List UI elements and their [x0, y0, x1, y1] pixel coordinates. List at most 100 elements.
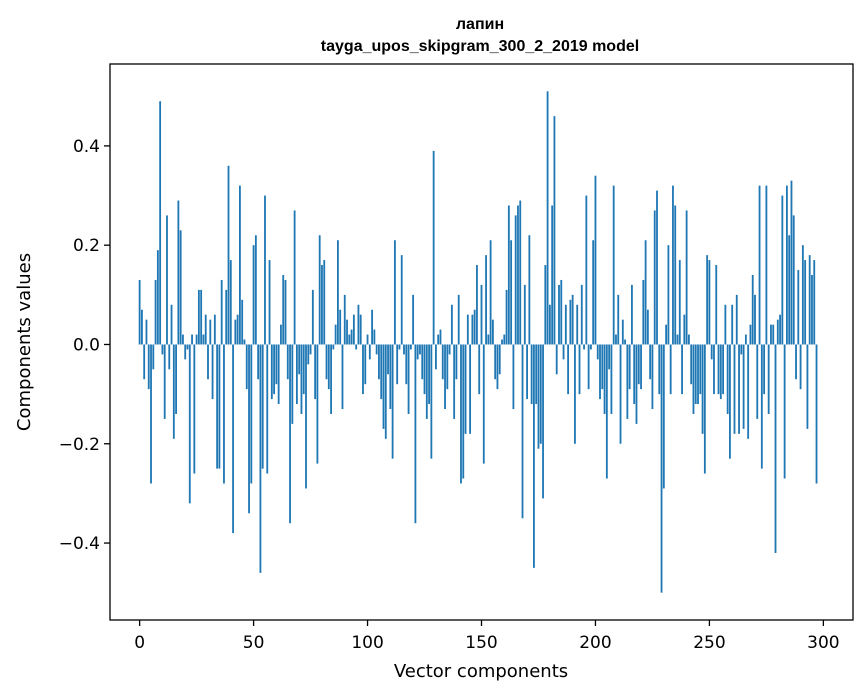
- bar-206: [608, 344, 611, 370]
- bar-32: [211, 344, 214, 400]
- bar-183: [555, 344, 558, 375]
- bar-215: [628, 344, 631, 390]
- bar-231: [665, 324, 668, 345]
- bar-285: [788, 235, 791, 345]
- bar-88: [339, 309, 342, 345]
- bar-73: [305, 344, 307, 489]
- bar-116: [403, 344, 405, 355]
- bar-25: [195, 334, 198, 345]
- bar-274: [763, 344, 766, 395]
- bar-70: [298, 344, 301, 375]
- bar-series: [138, 91, 818, 593]
- bar-204: [603, 344, 606, 414]
- bar-152: [485, 255, 487, 345]
- bar-243: [692, 344, 695, 414]
- bar-17: [177, 200, 180, 345]
- bar-128: [430, 344, 433, 459]
- bar-235: [674, 205, 677, 345]
- bar-64: [284, 279, 287, 345]
- bar-229: [660, 344, 663, 593]
- bar-211: [619, 344, 622, 444]
- bar-101: [368, 344, 371, 360]
- bar-98: [362, 344, 364, 395]
- bar-5: [150, 344, 152, 484]
- bar-72: [302, 344, 305, 395]
- x-tick-label: 50: [243, 633, 265, 653]
- bar-294: [808, 255, 811, 345]
- bar-74: [307, 344, 310, 365]
- bar-54: [261, 344, 264, 469]
- bar-137: [450, 304, 453, 345]
- bar-271: [756, 344, 759, 419]
- bar-208: [612, 185, 615, 345]
- bar-34: [216, 344, 219, 469]
- bar-236: [676, 334, 679, 345]
- bar-239: [683, 314, 686, 345]
- bar-37: [223, 344, 225, 484]
- bar-35: [218, 344, 221, 469]
- bar-143: [464, 344, 467, 434]
- bar-6: [152, 344, 155, 370]
- bar-207: [610, 344, 613, 414]
- bar-117: [405, 344, 408, 385]
- bar-262: [735, 294, 738, 345]
- bar-19: [182, 334, 184, 345]
- bar-48: [248, 344, 250, 514]
- bar-20: [184, 344, 187, 360]
- bar-114: [398, 344, 401, 350]
- bar-184: [558, 284, 560, 345]
- bar-267: [747, 344, 750, 439]
- bar-186: [562, 344, 565, 360]
- bar-167: [519, 200, 522, 345]
- bar-282: [781, 195, 784, 345]
- x-tick-label: 200: [579, 633, 611, 653]
- y-tick-label: 0.0: [73, 335, 100, 355]
- bar-134: [444, 344, 446, 410]
- bar-107: [382, 344, 385, 429]
- bar-230: [662, 344, 665, 489]
- bar-26: [197, 289, 200, 345]
- bar-223: [646, 309, 649, 345]
- bar-79: [318, 235, 321, 345]
- bar-226: [653, 210, 656, 345]
- bar-76: [311, 289, 314, 345]
- bar-45: [241, 299, 244, 345]
- bar-125: [423, 344, 426, 395]
- bar-288: [795, 344, 797, 380]
- bar-124: [421, 344, 424, 380]
- bar-221: [642, 279, 645, 345]
- bar-192: [576, 304, 579, 345]
- bar-61: [277, 344, 280, 405]
- bar-11: [163, 344, 166, 419]
- bar-248: [703, 344, 706, 474]
- bar-16: [175, 344, 177, 414]
- bar-83: [327, 344, 330, 390]
- bar-259: [729, 344, 731, 459]
- bar-297: [815, 344, 818, 484]
- x-axis-ticks: 0 50 100 150 200 250 300: [134, 620, 840, 653]
- bar-60: [275, 344, 278, 385]
- bar-138: [453, 344, 456, 419]
- bar-158: [498, 344, 501, 375]
- bar-218: [635, 344, 638, 424]
- bar-31: [209, 319, 212, 345]
- bar-256: [722, 344, 724, 395]
- bar-56: [266, 344, 269, 474]
- bar-283: [783, 344, 786, 479]
- bar-160: [503, 334, 506, 345]
- bar-234: [672, 185, 674, 345]
- bar-131: [437, 334, 440, 345]
- bar-75: [309, 344, 312, 355]
- bar-100: [366, 334, 369, 345]
- bar-176: [539, 344, 542, 444]
- bar-241: [687, 334, 690, 345]
- bar-93: [350, 329, 353, 345]
- bar-281: [779, 314, 781, 345]
- bar-30: [207, 344, 209, 380]
- bar-43: [236, 314, 239, 345]
- bar-260: [731, 304, 734, 345]
- bar-286: [790, 180, 793, 345]
- bar-156: [494, 344, 497, 380]
- bar-163: [510, 240, 513, 345]
